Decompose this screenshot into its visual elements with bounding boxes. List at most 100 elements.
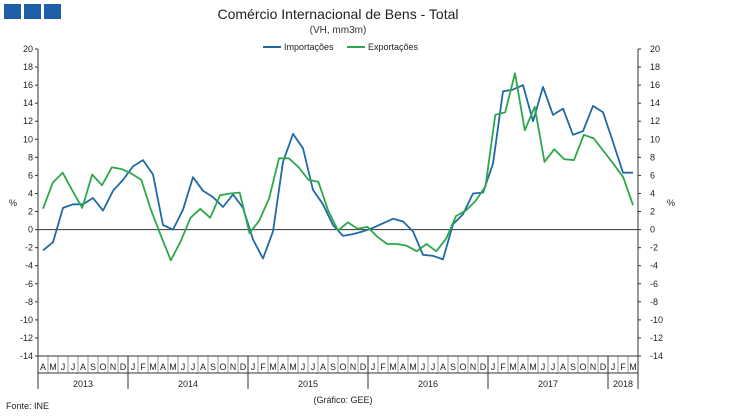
year-tick-label: 2017 (538, 379, 558, 389)
month-tick-label: M (269, 362, 277, 372)
y-axis-label-left: % (9, 198, 17, 208)
axes: -14 -14 -12 -12 -10 -10 -8 -8 -6 -6 -4 -4 -2 -2 0 0 2 2 4 4… (20, 44, 663, 389)
month-tick-label: M (389, 362, 397, 372)
month-tick-label: J (191, 362, 196, 372)
y-tick-label-left: 6 (28, 170, 33, 180)
month-tick-label: D (600, 362, 607, 372)
y-tick-label-right: 14 (650, 98, 660, 108)
month-tick-label: S (450, 362, 456, 372)
y-tick-label-right: -10 (650, 315, 663, 325)
month-tick-label: J (131, 362, 136, 372)
y-tick-label-left: 2 (28, 207, 33, 217)
month-tick-label: M (509, 362, 517, 372)
logo-block-3 (44, 4, 61, 19)
month-tick-label: O (339, 362, 346, 372)
y-tick-label-right: -12 (650, 333, 663, 343)
logo-block-1 (4, 4, 21, 19)
month-tick-label: D (360, 362, 367, 372)
month-tick-label: F (620, 362, 626, 372)
month-tick-label: A (280, 362, 286, 372)
month-tick-label: O (579, 362, 586, 372)
series-line-exportacoes (42, 72, 634, 262)
month-tick-label: D (120, 362, 127, 372)
month-tick-label: J (491, 362, 496, 372)
y-tick-label-right: 16 (650, 80, 660, 90)
month-tick-label: A (520, 362, 526, 372)
y-tick-label-left: 14 (23, 98, 33, 108)
month-tick-label: J (551, 362, 556, 372)
y-tick-label-left: -12 (20, 333, 33, 343)
month-tick-label: J (181, 362, 186, 372)
month-tick-label: D (240, 362, 247, 372)
legend: Importações Exportações (263, 42, 419, 52)
month-tick-label: M (169, 362, 177, 372)
y-tick-label-left: 0 (28, 225, 33, 235)
y-tick-label-left: 8 (28, 152, 33, 162)
y-tick-label-right: -2 (650, 243, 658, 253)
month-tick-label: F (380, 362, 386, 372)
y-tick-label-right: 0 (650, 225, 655, 235)
legend-label-exportacoes: Exportações (368, 42, 419, 52)
month-tick-label: J (71, 362, 76, 372)
month-tick-label: J (541, 362, 546, 372)
year-tick-label: 2018 (613, 379, 633, 389)
month-tick-label: J (61, 362, 66, 372)
month-tick-label: A (200, 362, 206, 372)
y-tick-label-left: -6 (25, 279, 33, 289)
month-tick-label: N (590, 362, 597, 372)
y-tick-label-left: -8 (25, 297, 33, 307)
month-tick-label: F (140, 362, 146, 372)
month-tick-label: O (459, 362, 466, 372)
month-tick-label: A (440, 362, 446, 372)
y-tick-label-right: 12 (650, 116, 660, 126)
y-tick-label-left: 12 (23, 116, 33, 126)
y-tick-label-left: -14 (20, 351, 33, 361)
gee-logo (4, 4, 61, 19)
y-tick-label-right: -6 (650, 279, 658, 289)
y-tick-label-right: 4 (650, 188, 655, 198)
y-tick-label-right: -8 (650, 297, 658, 307)
month-tick-label: J (251, 362, 256, 372)
year-tick-label: 2015 (298, 379, 318, 389)
y-tick-label-left: -2 (25, 243, 33, 253)
month-tick-label: S (210, 362, 216, 372)
chart-subtitle: (VH, mm3m) (310, 25, 367, 36)
chart-title: Comércio Internacional de Bens - Total (218, 6, 459, 22)
y-tick-label-left: 16 (23, 80, 33, 90)
series-line-importacoes (42, 84, 633, 261)
month-tick-label: A (160, 362, 166, 372)
month-tick-label: J (431, 362, 436, 372)
y-tick-label-right: 20 (650, 44, 660, 54)
legend-label-importacoes: Importações (284, 42, 334, 52)
year-tick-label: 2014 (178, 379, 198, 389)
month-tick-label: J (301, 362, 306, 372)
y-tick-label-left: 18 (23, 62, 33, 72)
y-tick-label-right: -14 (650, 351, 663, 361)
month-tick-label: M (409, 362, 417, 372)
month-tick-label: A (320, 362, 326, 372)
y-tick-label-left: 10 (23, 134, 33, 144)
month-tick-label: O (99, 362, 106, 372)
y-tick-label-right: 8 (650, 152, 655, 162)
y-tick-label-right: -4 (650, 261, 658, 271)
y-tick-label-right: 18 (650, 62, 660, 72)
month-tick-label: A (560, 362, 566, 372)
y-tick-label-right: 6 (650, 170, 655, 180)
month-tick-label: M (529, 362, 537, 372)
y-tick-label-left: 20 (23, 44, 33, 54)
series-layer (42, 72, 634, 262)
year-tick-label: 2016 (418, 379, 438, 389)
y-tick-label-right: 2 (650, 207, 655, 217)
month-tick-label: N (470, 362, 477, 372)
year-tick-label: 2013 (73, 379, 93, 389)
month-tick-label: S (330, 362, 336, 372)
month-tick-label: N (110, 362, 117, 372)
logo-block-2 (24, 4, 41, 19)
month-tick-label: J (371, 362, 376, 372)
month-tick-label: M (149, 362, 157, 372)
month-tick-label: N (350, 362, 357, 372)
source-note: Fonte: INE (6, 401, 49, 411)
month-tick-label: M (629, 362, 637, 372)
month-tick-label: O (219, 362, 226, 372)
month-tick-label: M (289, 362, 297, 372)
